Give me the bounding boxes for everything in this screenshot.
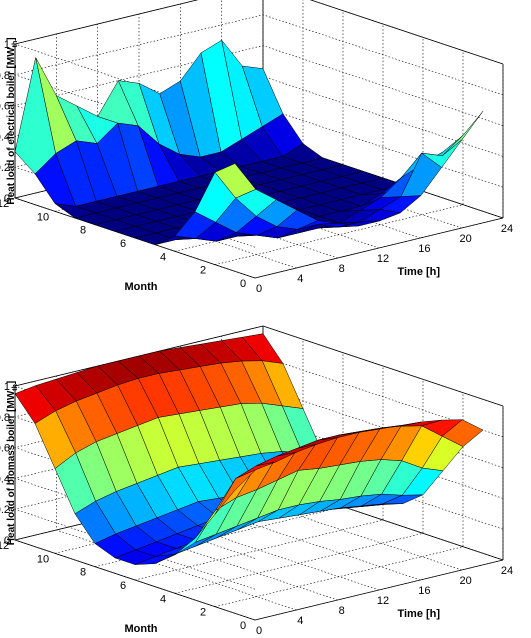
x-tick-label: 24: [501, 565, 513, 577]
z-tick-label: 0.4: [0, 473, 10, 485]
y-tick-label: 4: [160, 593, 166, 605]
y-tick-label: 8: [80, 225, 86, 237]
y-tick-label: 0: [240, 278, 246, 290]
x-tick-label: 24: [501, 223, 513, 235]
y-tick-label: 2: [200, 265, 206, 277]
surface: [14, 333, 484, 565]
z-tick-label: 0.8: [0, 412, 10, 424]
y-tick-label: 12: [0, 198, 9, 210]
y-axis-label: Month: [125, 623, 158, 635]
y-tick-label: 2: [200, 607, 206, 619]
x-tick-label: 0: [256, 625, 262, 637]
surface: [14, 39, 484, 245]
x-tick-label: 8: [339, 605, 345, 617]
z-tick-label: 0: [4, 193, 10, 205]
x-tick-label: 16: [418, 243, 430, 255]
x-tick-label: 20: [460, 233, 472, 245]
x-axis-label: Time [h]: [397, 608, 440, 620]
x-tick-label: 0: [256, 283, 262, 295]
z-tick-label: 0.2: [0, 162, 10, 174]
y-tick-label: 10: [37, 211, 49, 223]
surface-patch: [442, 419, 484, 447]
z-tick-label: 0.4: [0, 131, 10, 143]
grid-line: [254, 406, 504, 621]
x-tick-label: 4: [297, 615, 303, 627]
z-tick-label: 0.6: [0, 443, 10, 455]
y-tick-label: 12: [0, 540, 9, 552]
z-tick-label: 0.2: [0, 504, 10, 516]
x-tick-label: 8: [339, 263, 345, 275]
y-tick-label: 10: [37, 553, 49, 565]
x-tick-label: 16: [418, 585, 430, 597]
z-axis-label: Heat load of electrical boiler [MWth]: [6, 37, 19, 204]
grid-line: [13, 479, 504, 621]
grid-line: [214, 50, 464, 265]
grid-line: [134, 366, 384, 581]
z-axis-label: Heat load of biomass boiler [MWth]: [6, 381, 19, 545]
y-axis-label: Month: [125, 281, 158, 293]
x-tick-label: 4: [297, 273, 303, 285]
z-tick-label: 1: [4, 39, 10, 51]
z-tick-label: 0.8: [0, 70, 10, 82]
y-tick-label: 8: [80, 567, 86, 579]
box-edge: [14, 0, 199, 45]
x-tick-label: 12: [377, 595, 389, 607]
z-tick-label: 1: [4, 381, 10, 393]
x-tick-label: 20: [460, 575, 472, 587]
y-tick-label: 4: [160, 251, 166, 263]
y-tick-label: 6: [120, 238, 126, 250]
z-tick-label: 0.6: [0, 101, 10, 113]
grid-line: [254, 64, 504, 279]
y-tick-label: 0: [240, 620, 246, 632]
z-tick-label: 0: [4, 535, 10, 547]
surface-patch: [442, 110, 484, 157]
y-tick-label: 6: [120, 580, 126, 592]
x-tick-label: 12: [377, 253, 389, 265]
x-axis-label: Time [h]: [397, 266, 440, 278]
